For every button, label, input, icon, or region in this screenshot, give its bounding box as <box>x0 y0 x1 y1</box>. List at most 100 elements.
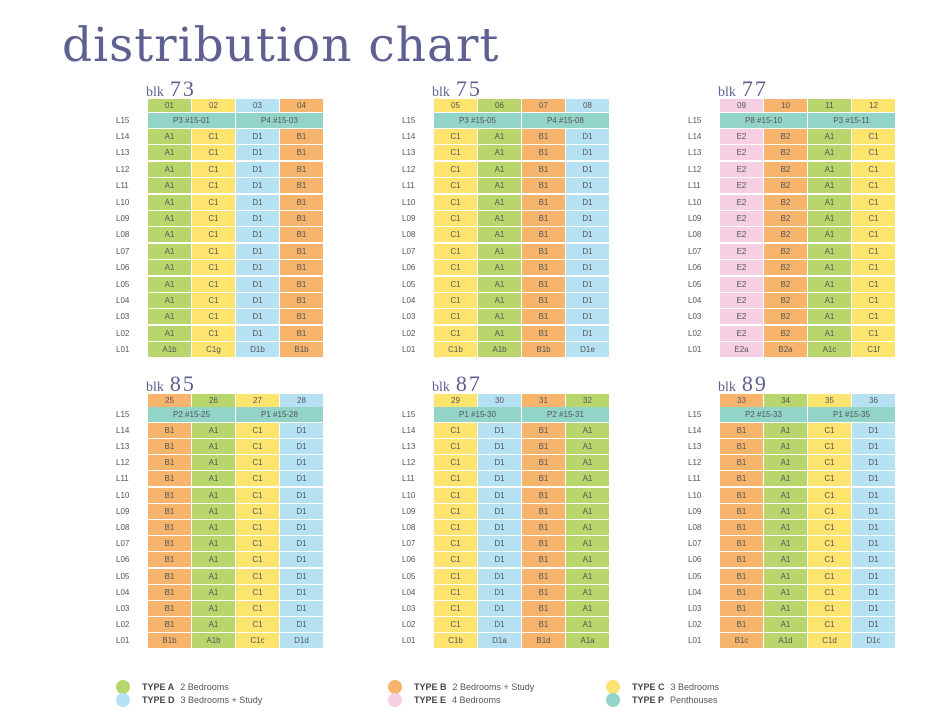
unit-cell[interactable]: D1 <box>566 194 609 210</box>
unit-cell[interactable]: A1 <box>566 536 609 552</box>
unit-cell[interactable]: D1 <box>236 178 279 194</box>
unit-cell[interactable]: B1 <box>280 292 323 308</box>
unit-cell[interactable]: B1 <box>720 471 763 487</box>
unit-cell[interactable]: A1 <box>148 227 191 243</box>
unit-cell[interactable]: B1b <box>280 342 323 358</box>
unit-cell[interactable]: C1 <box>852 194 895 210</box>
unit-cell[interactable]: C1 <box>434 438 477 454</box>
unit-cell[interactable]: D1 <box>566 161 609 177</box>
unit-cell[interactable]: D1 <box>236 309 279 325</box>
unit-cell[interactable]: A1 <box>478 260 521 276</box>
unit-cell[interactable]: A1 <box>148 292 191 308</box>
unit-cell[interactable]: B1 <box>280 194 323 210</box>
unit-cell[interactable]: A1 <box>478 292 521 308</box>
unit-cell[interactable]: A1 <box>478 161 521 177</box>
unit-cell[interactable]: C1 <box>434 584 477 600</box>
unit-cell[interactable]: E2 <box>720 128 763 144</box>
unit-cell[interactable]: A1 <box>808 210 851 226</box>
unit-cell[interactable]: C1 <box>808 422 851 438</box>
unit-cell[interactable]: A1 <box>764 519 807 535</box>
unit-cell[interactable]: A1 <box>808 145 851 161</box>
unit-cell[interactable]: C1 <box>192 161 235 177</box>
unit-cell[interactable]: A1 <box>192 536 235 552</box>
unit-cell[interactable]: B1 <box>522 438 565 454</box>
unit-cell[interactable]: D1 <box>236 210 279 226</box>
unit-cell[interactable]: C1 <box>236 552 279 568</box>
unit-cell[interactable]: D1 <box>566 145 609 161</box>
unit-cell[interactable]: B1 <box>280 161 323 177</box>
unit-cell[interactable]: A1 <box>148 210 191 226</box>
unit-cell[interactable]: B2 <box>764 325 807 341</box>
unit-cell[interactable]: E2 <box>720 178 763 194</box>
unit-cell[interactable]: D1 <box>478 584 521 600</box>
unit-cell[interactable]: D1 <box>852 422 895 438</box>
unit-cell[interactable]: D1 <box>236 276 279 292</box>
unit-cell[interactable]: D1 <box>852 617 895 633</box>
penthouse-cell[interactable]: P2 #15-33 <box>720 406 807 422</box>
unit-cell[interactable]: B1 <box>148 536 191 552</box>
unit-cell[interactable]: A1b <box>148 342 191 358</box>
unit-cell[interactable]: B2 <box>764 145 807 161</box>
unit-cell[interactable]: E2 <box>720 161 763 177</box>
unit-cell[interactable]: A1 <box>148 178 191 194</box>
unit-cell[interactable]: E2a <box>720 342 763 358</box>
unit-cell[interactable]: C1 <box>192 145 235 161</box>
unit-cell[interactable]: B1 <box>522 471 565 487</box>
unit-cell[interactable]: A1 <box>148 309 191 325</box>
unit-cell[interactable]: B1 <box>280 276 323 292</box>
unit-cell[interactable]: B1b <box>522 342 565 358</box>
unit-cell[interactable]: A1 <box>566 568 609 584</box>
unit-cell[interactable]: D1 <box>852 438 895 454</box>
unit-cell[interactable]: B1 <box>280 178 323 194</box>
unit-cell[interactable]: C1 <box>852 292 895 308</box>
unit-cell[interactable]: C1 <box>852 276 895 292</box>
unit-cell[interactable]: B2 <box>764 210 807 226</box>
unit-cell[interactable]: B1 <box>720 455 763 471</box>
unit-cell[interactable]: C1 <box>434 243 477 259</box>
unit-cell[interactable]: B1 <box>280 325 323 341</box>
unit-cell[interactable]: A1 <box>764 503 807 519</box>
unit-cell[interactable]: A1 <box>808 276 851 292</box>
unit-cell[interactable]: A1 <box>148 128 191 144</box>
unit-cell[interactable]: B1 <box>720 519 763 535</box>
unit-cell[interactable]: D1 <box>280 471 323 487</box>
unit-cell[interactable]: B1 <box>522 325 565 341</box>
unit-cell[interactable]: B1 <box>522 292 565 308</box>
unit-cell[interactable]: C1 <box>434 194 477 210</box>
unit-cell[interactable]: D1 <box>236 161 279 177</box>
unit-cell[interactable]: C1 <box>808 617 851 633</box>
unit-cell[interactable]: C1 <box>808 568 851 584</box>
unit-cell[interactable]: A1 <box>764 455 807 471</box>
unit-cell[interactable]: C1b <box>434 633 477 649</box>
unit-cell[interactable]: A1 <box>478 178 521 194</box>
unit-cell[interactable]: C1 <box>434 276 477 292</box>
unit-cell[interactable]: C1 <box>434 600 477 616</box>
unit-cell[interactable]: E2 <box>720 145 763 161</box>
unit-cell[interactable]: C1 <box>434 503 477 519</box>
unit-cell[interactable]: C1g <box>192 342 235 358</box>
unit-cell[interactable]: A1 <box>478 128 521 144</box>
unit-cell[interactable]: D1 <box>236 292 279 308</box>
unit-cell[interactable]: B1d <box>522 633 565 649</box>
unit-cell[interactable]: C1 <box>236 471 279 487</box>
unit-cell[interactable]: A1 <box>148 325 191 341</box>
unit-cell[interactable]: B1 <box>522 194 565 210</box>
unit-cell[interactable]: B2 <box>764 260 807 276</box>
penthouse-cell[interactable]: P2 #15-31 <box>522 406 609 422</box>
penthouse-cell[interactable]: P1 #15-35 <box>808 406 895 422</box>
unit-cell[interactable]: B1 <box>522 455 565 471</box>
unit-cell[interactable]: B1 <box>522 227 565 243</box>
unit-cell[interactable]: A1 <box>148 260 191 276</box>
unit-cell[interactable]: A1 <box>478 243 521 259</box>
unit-cell[interactable]: A1 <box>192 600 235 616</box>
unit-cell[interactable]: D1 <box>478 487 521 503</box>
unit-cell[interactable]: C1 <box>236 568 279 584</box>
penthouse-cell[interactable]: P4 #15-08 <box>522 112 609 128</box>
unit-cell[interactable]: B1 <box>522 128 565 144</box>
penthouse-cell[interactable]: P3 #15-01 <box>148 112 235 128</box>
unit-cell[interactable]: A1 <box>566 519 609 535</box>
unit-cell[interactable]: B1 <box>720 536 763 552</box>
unit-cell[interactable]: D1 <box>478 552 521 568</box>
unit-cell[interactable]: A1 <box>808 243 851 259</box>
unit-cell[interactable]: B1 <box>522 552 565 568</box>
